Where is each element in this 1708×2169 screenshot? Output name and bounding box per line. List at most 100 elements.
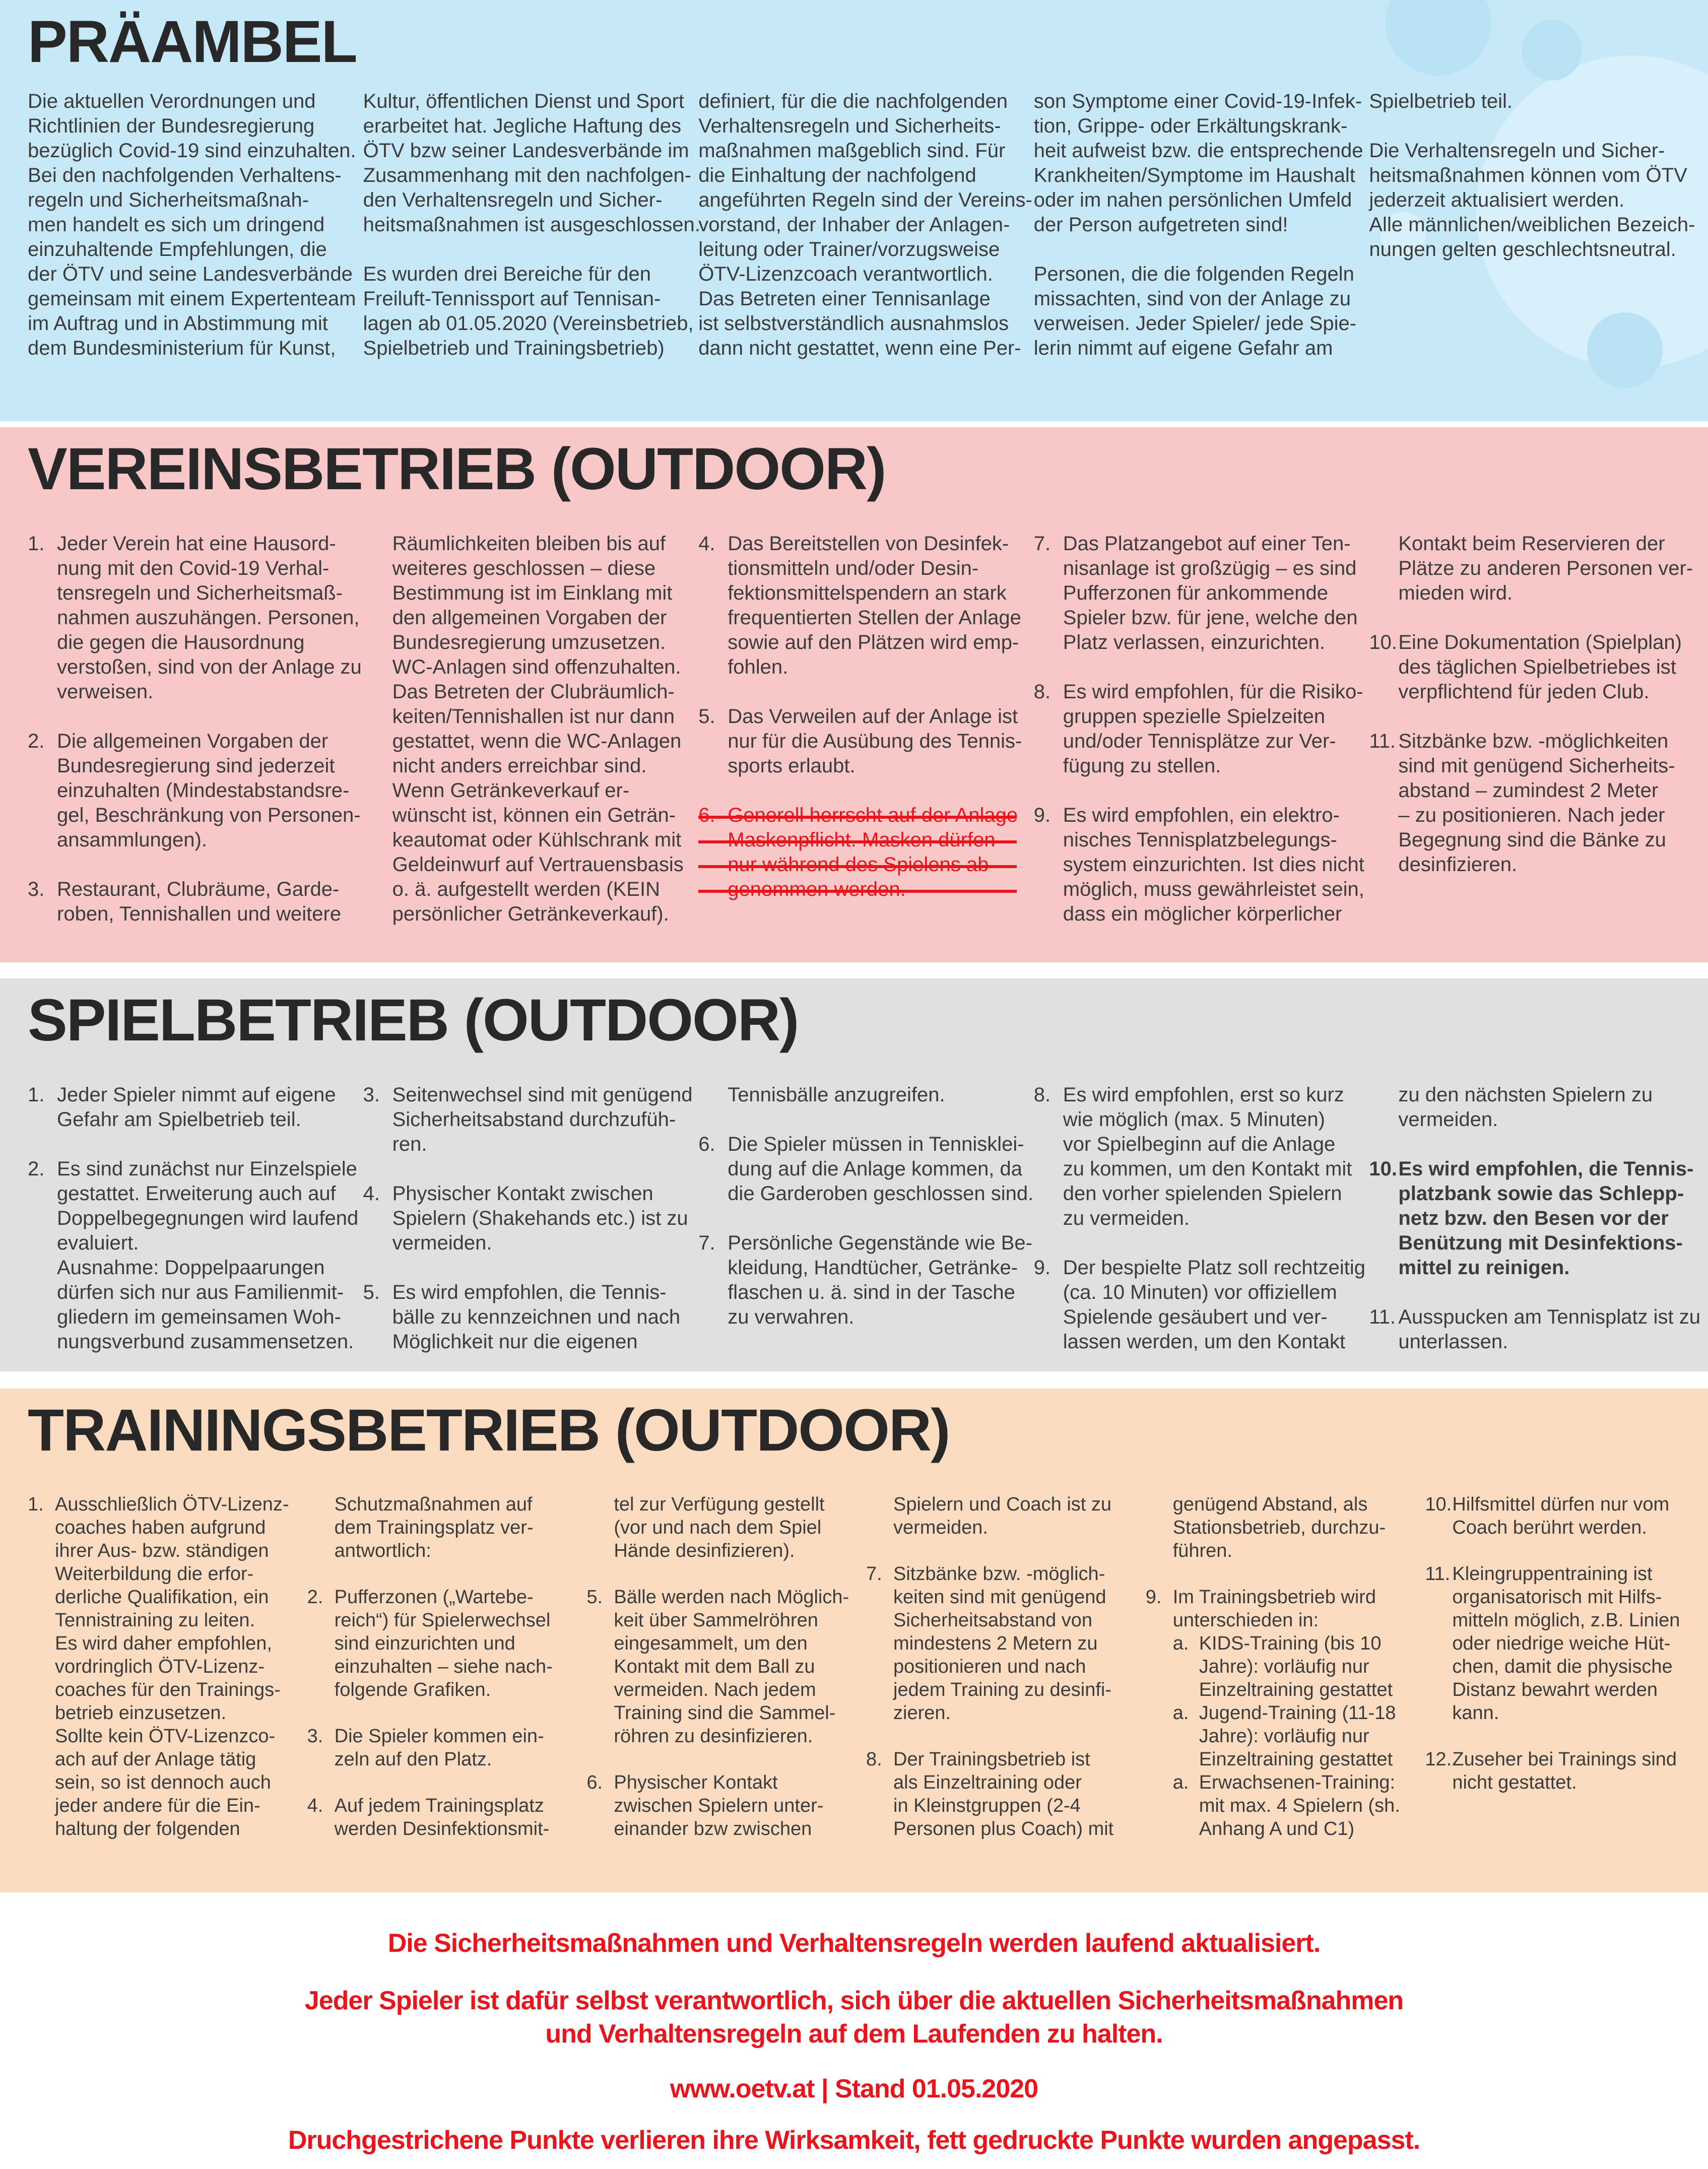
item-number: 11. [1425,1563,1451,1585]
item-body: Räumlichkeiten bleiben bis auf weiteres … [392,532,684,927]
sub-list-item: a. KIDS-Training (bis 10 Jahre): vorläufi… [1173,1632,1401,1701]
item-text: Personen, die die folgenden Regeln missa… [1033,263,1357,359]
item-number: 10. [1369,1158,1397,1180]
item-body: Tennisbälle anzugreifen. [728,1083,1010,1107]
list-item: 3. Die Spieler kommen ein- zeln auf den P… [307,1725,563,1771]
list-item: 6. Die Spieler müssen in Tennisklei- dung… [698,1132,1033,1206]
item-text: Das Verweilen auf der Anlage ist nur für… [728,705,1022,777]
column: 1. Jeder Spieler nimmt auf eigene Gefahr … [28,1083,358,1354]
column: 10. Hilfsmittel dürfen nur vom Coach berü… [1425,1493,1680,1841]
column: Kultur, öffentlichen Dienst und Sport er… [363,89,700,361]
virus-decoration [1522,20,1582,81]
list-item: 7. Sitzbänke bzw. -möglich- keiten sind m… [866,1562,1122,1725]
item-text: Physischer Kontakt zwischen Spielern unt… [614,1772,824,1839]
item-body: Ausschließlich ÖTV-Lizenz- coaches haben… [55,1493,289,1841]
item-body: Die allgemeinen Vorgaben der Bundesregie… [57,729,361,852]
item-text: Generell herrscht auf der Anlage Maskenp… [728,804,1018,900]
item-number: 2. [28,1158,45,1180]
item-body: Das Bereitstellen von Desinfek- tionsmit… [728,532,1021,680]
item-body: Persönliche Gegenstände wie Be- kleidung… [728,1231,1032,1330]
item-number: 9. [1033,804,1051,826]
column: 7. Das Platzangebot auf einer Ten- nisanl… [1033,532,1364,927]
item-text: genügend Abstand, als Stationsbetrieb, d… [1172,1494,1386,1561]
item-body: Spielbetrieb teil. [1369,89,1680,114]
column: Spielern und Coach ist zu vermeiden. 7. Si… [866,1493,1122,1841]
item-text: Spielbetrieb teil. [1369,90,1513,112]
list-item: 7. Persönliche Gegenstände wie Be- kleidu… [698,1231,1032,1330]
item-text: Sitzbänke bzw. -möglich- keiten sind mit… [893,1563,1112,1724]
list-item: 8. Der Trainingsbetrieb ist als Einzeltra… [866,1748,1122,1841]
section-columns: Die aktuellen Verordnungen und Richtlini… [28,89,1695,361]
item-number: 3. [28,878,45,900]
item-number: 5. [363,1281,380,1303]
section-title: VEREINSBETRIEB (OUTDOOR) [28,436,886,502]
item-number: 2. [307,1587,323,1608]
sub-item-number: a. [1172,1633,1189,1654]
item-text: Kleingruppentraining ist organisatorisch… [1452,1563,1680,1724]
item-number: 12. [1425,1749,1452,1770]
item-number: 11. [1369,730,1396,752]
item-text: zu den nächsten Spielern zu vermeiden. [1398,1084,1653,1131]
item-body: Das Platzangebot auf einer Ten- nisanlag… [1063,532,1358,655]
list-item: 9. Im Trainingsbetrieb wird unterschieden… [1146,1586,1401,1841]
item-body: Generell herrscht auf der Anlage Maskenp… [698,803,1018,902]
item-text: Im Trainingsbetrieb wird unterschieden i… [1172,1587,1376,1631]
item-body: Ausspucken am Tennisplatz ist zu unterla… [1398,1305,1700,1354]
footer-update-note: Die Sicherheitsmaßnahmen und Verhaltensr… [387,1929,1321,1958]
item-body: Die Spieler kommen ein- zeln auf den Pla… [335,1725,563,1771]
column: tel zur Verfügung gestellt (vor und nach… [586,1493,849,1841]
item-body: Physischer Kontakt zwischen Spielern unt… [614,1771,842,1841]
item-body: Seitenwechsel sind mit genügend Sicherhe… [392,1083,693,1157]
item-body: Jeder Spieler nimmt auf eigene Gefahr am… [57,1083,339,1132]
item-body: Kultur, öffentlichen Dienst und Sport er… [363,89,700,237]
item-number: 8. [866,1749,882,1770]
item-number: 4. [307,1795,323,1816]
section-praeambel: PRÄAMBEL Die aktuellen Verordnungen und R… [0,0,1708,421]
paragraph: Kultur, öffentlichen Dienst und Sport er… [363,89,700,237]
list-item: 9. Es wird empfohlen, ein elektro- nische… [1033,803,1364,927]
section-columns: 1. Jeder Spieler nimmt auf eigene Gefahr … [28,1083,1700,1354]
item-body: Personen, die die folgenden Regeln missa… [1033,262,1357,361]
item-text: Spielern und Coach ist zu vermeiden. [893,1494,1112,1538]
item-number: 4. [698,533,715,555]
list-item: 1. Jeder Spieler nimmt auf eigene Gefahr … [28,1083,339,1132]
sub-list-item: a. Erwachsenen-Training: mit max. 4 Spiel… [1173,1771,1401,1841]
item-text: Eine Dokumentation (Spielplan) des tägli… [1398,631,1682,703]
paragraph: Personen, die die folgenden Regeln missa… [1033,262,1357,361]
section-vereinsbetrieb: VEREINSBETRIEB (OUTDOOR) 1. Jeder Verein h… [0,427,1708,962]
item-body: Physischer Kontakt zwischen Spielern (Sh… [392,1181,688,1256]
list-item: 2. Die allgemeinen Vorgaben der Bundesreg… [28,729,361,852]
item-number: 9. [1145,1587,1162,1608]
item-text: Tennisbälle anzugreifen. [728,1084,945,1106]
paragraph: zu den nächsten Spielern zu vermeiden. [1398,1083,1680,1132]
item-body: Hilfsmittel dürfen nur vom Coach berührt… [1452,1493,1680,1539]
paragraph: definiert, für die die nachfolgenden Ver… [698,89,1032,361]
footer-responsibility-note: Jeder Spieler ist dafür selbst verantwor… [304,1986,1404,2049]
list-item: 1. Jeder Verein hat eine Hausord- nung mi… [28,532,362,704]
item-text: Persönliche Gegenstände wie Be- kleidung… [728,1232,1032,1328]
list-item: 1. Ausschließlich ÖTV-Lizenz- coaches hab… [28,1493,289,1841]
item-number: 3. [307,1726,323,1747]
item-body: Auf jedem Trainingsplatz werden Desinfek… [335,1794,563,1841]
item-text: tel zur Verfügung gestellt (vor und nach… [614,1494,825,1561]
item-body: Die Spieler müssen in Tennisklei- dung a… [728,1132,1033,1206]
item-body: Im Trainingsbetrieb wird unterschieden i… [1173,1586,1401,1841]
item-body: Sitzbänke bzw. -möglich- keiten sind mit… [893,1562,1122,1725]
item-body: Schutzmaßnahmen auf dem Trainingsplatz v… [335,1493,563,1562]
column: 1. Jeder Verein hat eine Hausord- nung mi… [28,532,362,927]
item-number: 5. [586,1587,603,1608]
list-item: 2. Es sind zunächst nur Einzelspiele gest… [28,1157,358,1354]
item-text: Es wird empfohlen, die Tennis- platzbank… [1398,1158,1694,1279]
item-text: Seitenwechsel sind mit genügend Sicherhe… [392,1084,693,1155]
item-text: Der bespielte Platz soll rechtzeitig (ca… [1063,1257,1366,1353]
column: Schutzmaßnahmen auf dem Trainingsplatz v… [307,1493,563,1841]
item-text: Die Spieler kommen ein- zeln auf den Pla… [334,1726,544,1770]
list-item: 6. Physischer Kontakt zwischen Spielern u… [586,1771,842,1841]
list-item: 10. Eine Dokumentation (Spielplan) des tä… [1369,630,1682,704]
paragraph: genügend Abstand, als Stationsbetrieb, d… [1173,1493,1401,1562]
list-item: 5. Es wird empfohlen, die Tennis- bälle z… [363,1280,681,1354]
paragraph: tel zur Verfügung gestellt (vor und nach… [614,1493,842,1562]
list-item: 3. Seitenwechsel sind mit genügend Sicher… [363,1083,693,1157]
item-text: Das Bereitstellen von Desinfek- tionsmit… [728,533,1021,678]
